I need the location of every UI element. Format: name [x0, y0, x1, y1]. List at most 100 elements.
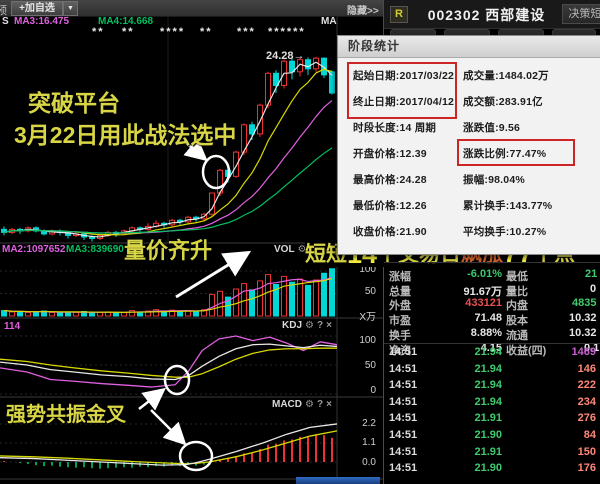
masked-star-group: **** — [160, 26, 186, 38]
trade-time: 14:51 — [389, 379, 418, 392]
trade-time: 14:51 — [389, 412, 418, 425]
dialog-stat-left: 最高价格:24.28 — [353, 174, 427, 186]
vol-axis-unit: X万 — [359, 312, 376, 323]
dialog-stat-right: 累计换手:143.77% — [463, 200, 553, 212]
quote-value: 21 — [585, 268, 598, 280]
trade-price: 21.91 — [474, 412, 502, 425]
quote-label: 内盘 — [506, 300, 528, 313]
ma3-value-label: MA3:16.475 — [14, 16, 70, 27]
trade-price: 21.91 — [474, 445, 502, 458]
add-watchlist-button[interactable]: +加自选 — [11, 1, 63, 16]
toolbar: 预 +加自选 ▼ 隐藏>> — [0, 0, 384, 17]
banner-pre: 短短 — [305, 243, 347, 266]
highlight-box-change — [457, 139, 575, 166]
close-icon[interactable]: × — [326, 320, 332, 331]
trade-time: 14:51 — [389, 362, 418, 375]
annotation-golden-cross: 强势共振金叉 — [6, 404, 126, 426]
quote-value: 91.67万 — [463, 285, 502, 298]
hide-button[interactable]: 隐藏>> — [347, 6, 379, 17]
quote-value: -6.01% — [467, 268, 502, 280]
dialog-stat-left: 最低价格:12.26 — [353, 200, 427, 212]
trade-time: 14:51 — [389, 429, 418, 441]
decision-button[interactable]: 决策短 — [562, 4, 600, 24]
highlight-box-dates — [347, 62, 457, 119]
add-watchlist-dropdown-icon[interactable]: ▼ — [63, 1, 78, 16]
trade-volume: 176 — [577, 462, 596, 475]
quote-label: 股本 — [506, 315, 528, 328]
macd-axis-00: 0.0 — [362, 457, 376, 468]
dialog-stat-left: 开盘价格:12.39 — [353, 148, 427, 160]
clipped-toolbar-label: 预 — [0, 5, 7, 17]
trade-volume: 276 — [577, 412, 596, 425]
gear-icon[interactable]: ⚙ — [305, 399, 314, 410]
gear-icon[interactable]: ⚙ — [297, 244, 307, 255]
quote-label: 外盘 — [389, 300, 411, 313]
vol-axis-100: 100 — [359, 264, 376, 275]
trade-time: 14:51 — [389, 346, 418, 358]
macd-pane-header: MACD ⚙? × — [272, 399, 332, 410]
kdj-pane-header: KDJ ⚙? × — [282, 320, 332, 331]
vol-ma3-label: MA3:839690 — [66, 244, 124, 255]
stock-title: 002302 西部建设 — [427, 7, 546, 23]
dialog-stat-right: 振幅:98.04% — [463, 174, 525, 186]
help-icon[interactable]: ? — [316, 320, 324, 331]
gear-icon[interactable]: ⚙ — [305, 320, 314, 331]
trade-volume: 1469 — [571, 346, 596, 358]
macd-axis-22: 2.2 — [362, 418, 376, 429]
masked-indicator-row: ** ** **** ** *** ****** — [0, 26, 384, 38]
dialog-stat-right: 涨跌比例:77.47% — [463, 148, 547, 160]
trade-volume: 150 — [577, 445, 596, 458]
dialog-title: 阶段统计 — [338, 36, 600, 58]
quote-label: 量比 — [506, 285, 528, 298]
high-price-label: 24.28→ — [266, 50, 305, 62]
trade-volume: 234 — [577, 395, 596, 408]
quote-value: 4.15 — [480, 341, 502, 354]
quote-label: 市盈 — [389, 315, 411, 328]
trade-time: 14:51 — [389, 462, 418, 475]
bottom-blue-fragment — [296, 477, 380, 484]
quote-label: 最低 — [506, 271, 528, 283]
quote-label: 涨幅 — [389, 271, 411, 283]
dialog-stat-right: 平均换手:10.27% — [463, 226, 547, 238]
quote-label: 流通 — [506, 329, 528, 342]
trade-price: 21.94 — [474, 362, 502, 375]
dialog-stat-left: 收盘价格:21.90 — [353, 226, 427, 238]
trade-time: 14:51 — [389, 445, 418, 458]
stage-statistics-dialog[interactable]: 阶段统计 起始日期:2017/03/22 终止日期:2017/04/12 时段长度:… — [337, 35, 600, 255]
quote-value: 8.88% — [470, 326, 502, 339]
kdj-label: KDJ — [282, 320, 303, 331]
trade-time: 14:51 — [389, 395, 418, 408]
macd-label: MACD — [272, 399, 302, 410]
quote-value: 4835 — [572, 297, 597, 310]
kdj-axis-0: 0 — [370, 385, 376, 396]
annotation-volume-price: 量价齐升 — [124, 238, 213, 263]
r-badge: R — [390, 6, 408, 23]
help-icon[interactable]: ? — [316, 399, 324, 410]
quote-label: 净资 — [389, 344, 411, 357]
dialog-stat-left: 起始日期:2017/03/22 — [353, 70, 455, 82]
quote-divider — [384, 262, 600, 263]
masked-star-group: *** — [237, 26, 256, 38]
quote-label: 总量 — [389, 285, 411, 298]
ma-label: MA — [321, 16, 337, 27]
masked-star-group: ****** — [268, 26, 306, 38]
close-icon[interactable]: × — [326, 399, 332, 410]
masked-star-group: ** — [122, 26, 135, 38]
vol-label: VOL — [274, 244, 295, 255]
quote-value: 0 — [590, 282, 597, 295]
trade-price: 21.90 — [474, 429, 502, 441]
quote-value: 433121 — [465, 297, 502, 310]
annotation-breakout-2: 3月22日用此战法选中 — [14, 122, 237, 148]
quote-value: 10.32 — [569, 326, 597, 339]
quote-value: 10.32 — [569, 312, 597, 325]
dialog-stat-left: 时段长度:14 周期 — [353, 122, 437, 134]
dialog-stat-right: 成交额:283.91亿 — [463, 96, 543, 108]
trade-price: 21.94 — [474, 379, 502, 392]
trade-volume: 222 — [577, 379, 596, 392]
quote-value: 71.48 — [474, 312, 502, 325]
vol-ma2-label: MA2:1097652 — [2, 244, 66, 255]
ma4-value-label: MA4:14.668 — [98, 16, 154, 27]
kdj-axis-100: 100 — [359, 335, 376, 346]
macd-axis-11: 1.1 — [362, 437, 376, 448]
